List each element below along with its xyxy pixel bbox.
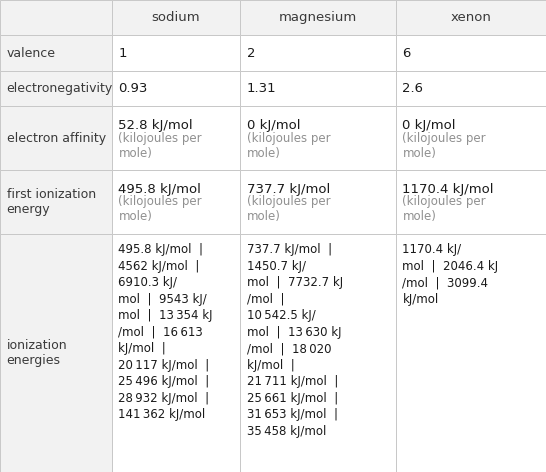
Bar	[0, 0, 112, 35]
Text: magnesium: magnesium	[279, 11, 357, 24]
Text: 2.6: 2.6	[402, 82, 423, 95]
Bar	[396, 106, 546, 170]
Text: 0.93: 0.93	[118, 82, 148, 95]
Text: valence: valence	[7, 47, 56, 59]
Bar	[0, 106, 112, 170]
Bar	[240, 234, 396, 472]
Text: electron affinity: electron affinity	[7, 132, 106, 144]
Text: 52.8 kJ/mol: 52.8 kJ/mol	[118, 119, 193, 132]
Bar	[240, 106, 396, 170]
Text: sodium: sodium	[152, 11, 200, 24]
Bar	[240, 170, 396, 234]
Text: 495.8 kJ/mol  |
4562 kJ/mol  |
6910.3 kJ/
mol  |  9543 kJ/
mol  |  13 354 kJ
/mo: 495.8 kJ/mol | 4562 kJ/mol | 6910.3 kJ/ …	[118, 243, 213, 421]
Bar	[0, 71, 112, 106]
Text: ionization
energies: ionization energies	[7, 339, 67, 367]
Text: (kilojoules per
mole): (kilojoules per mole)	[118, 132, 202, 160]
Text: 1170.4 kJ/mol: 1170.4 kJ/mol	[402, 183, 494, 195]
Text: (kilojoules per
mole): (kilojoules per mole)	[402, 195, 486, 223]
Text: 495.8 kJ/mol: 495.8 kJ/mol	[118, 183, 201, 195]
Bar	[112, 0, 240, 35]
Bar	[396, 71, 546, 106]
Text: (kilojoules per
mole): (kilojoules per mole)	[247, 195, 330, 223]
Bar	[112, 106, 240, 170]
Text: xenon: xenon	[450, 11, 491, 24]
Text: 1.31: 1.31	[247, 82, 276, 95]
Text: 2: 2	[247, 47, 256, 59]
Text: 1: 1	[118, 47, 127, 59]
Bar	[396, 0, 546, 35]
Bar	[0, 170, 112, 234]
Bar	[112, 71, 240, 106]
Text: 0 kJ/mol: 0 kJ/mol	[247, 119, 300, 132]
Bar	[112, 170, 240, 234]
Text: (kilojoules per
mole): (kilojoules per mole)	[402, 132, 486, 160]
Bar	[396, 35, 546, 71]
Bar	[112, 234, 240, 472]
Text: (kilojoules per
mole): (kilojoules per mole)	[247, 132, 330, 160]
Bar	[396, 170, 546, 234]
Bar	[0, 35, 112, 71]
Bar	[396, 234, 546, 472]
Bar	[240, 0, 396, 35]
Bar	[112, 35, 240, 71]
Text: (kilojoules per
mole): (kilojoules per mole)	[118, 195, 202, 223]
Bar	[0, 234, 112, 472]
Bar	[240, 35, 396, 71]
Text: first ionization
energy: first ionization energy	[7, 188, 96, 216]
Text: 1170.4 kJ/
mol  |  2046.4 kJ
/mol  |  3099.4
kJ/mol: 1170.4 kJ/ mol | 2046.4 kJ /mol | 3099.4…	[402, 243, 498, 306]
Text: electronegativity: electronegativity	[7, 82, 113, 95]
Text: 737.7 kJ/mol  |
1450.7 kJ/
mol  |  7732.7 kJ
/mol  |
10 542.5 kJ/
mol  |  13 630: 737.7 kJ/mol | 1450.7 kJ/ mol | 7732.7 k…	[247, 243, 343, 438]
Bar	[240, 71, 396, 106]
Text: 6: 6	[402, 47, 411, 59]
Text: 737.7 kJ/mol: 737.7 kJ/mol	[247, 183, 330, 195]
Text: 0 kJ/mol: 0 kJ/mol	[402, 119, 456, 132]
